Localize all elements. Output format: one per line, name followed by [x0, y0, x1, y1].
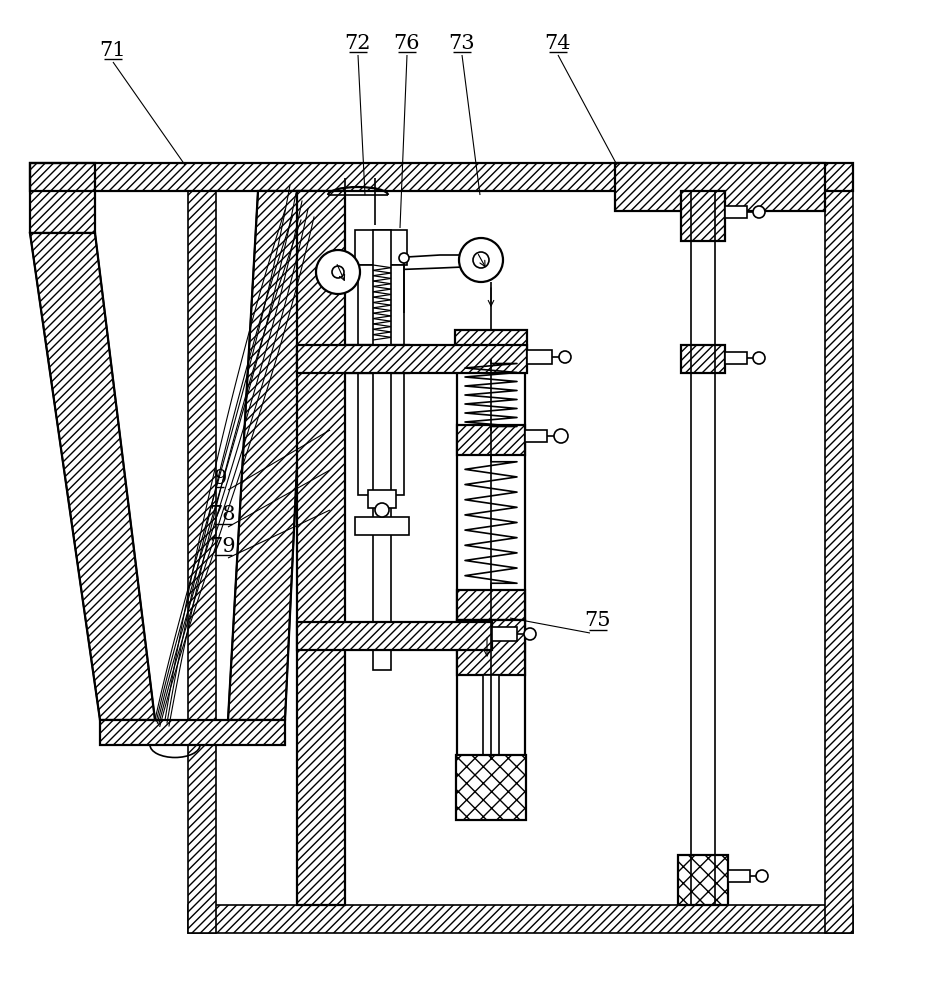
Bar [482, 675, 499, 755]
Bar [355, 230, 406, 265]
Bar [457, 425, 524, 455]
Bar [678, 855, 727, 905]
Bar [457, 590, 524, 620]
Bar [344, 345, 408, 373]
Bar [30, 163, 852, 191]
Polygon shape [30, 233, 154, 720]
Circle shape [559, 351, 570, 363]
Circle shape [523, 628, 535, 640]
Polygon shape [30, 163, 852, 191]
Polygon shape [227, 191, 310, 720]
Circle shape [473, 252, 489, 268]
Circle shape [315, 250, 359, 294]
Bar [368, 490, 396, 508]
Bar [457, 425, 524, 455]
Bar [297, 622, 491, 650]
Bar [678, 855, 727, 905]
Bar [457, 620, 524, 675]
Polygon shape [350, 255, 462, 280]
Bar [456, 755, 525, 820]
Bar [727, 870, 749, 882]
Text: 72: 72 [344, 34, 371, 53]
Circle shape [331, 266, 344, 278]
Polygon shape [188, 905, 852, 933]
Bar [358, 265, 403, 495]
Bar [355, 517, 408, 535]
Bar [297, 345, 526, 373]
Bar [30, 163, 95, 233]
Bar [680, 191, 724, 241]
Circle shape [553, 429, 567, 443]
Bar [373, 230, 390, 670]
Bar [455, 330, 526, 360]
Bar [491, 627, 517, 641]
Circle shape [753, 206, 764, 218]
Bar [614, 163, 824, 211]
Bar [457, 360, 524, 760]
Text: 71: 71 [99, 41, 126, 60]
Bar [457, 620, 524, 675]
Text: 74: 74 [544, 34, 571, 53]
Bar [524, 430, 547, 442]
Circle shape [755, 870, 768, 882]
Bar [724, 352, 746, 364]
Text: 76: 76 [393, 34, 420, 53]
Bar [680, 191, 724, 241]
Polygon shape [188, 163, 216, 933]
Bar [297, 622, 491, 650]
Circle shape [459, 238, 503, 282]
Circle shape [753, 352, 764, 364]
Bar [724, 206, 746, 218]
Polygon shape [297, 191, 344, 905]
Bar [680, 345, 724, 373]
Bar [526, 350, 551, 364]
Polygon shape [100, 720, 285, 745]
Polygon shape [824, 163, 852, 191]
Bar [344, 345, 408, 373]
Circle shape [374, 503, 388, 517]
Bar [455, 330, 526, 360]
Circle shape [399, 253, 408, 263]
Bar [456, 755, 525, 820]
Polygon shape [30, 163, 95, 233]
Bar [297, 345, 526, 373]
Polygon shape [188, 163, 852, 191]
Text: 79: 79 [210, 536, 236, 556]
Bar [457, 590, 524, 620]
Bar [297, 191, 344, 905]
Polygon shape [824, 163, 852, 933]
Text: 9: 9 [213, 468, 227, 488]
Text: 73: 73 [448, 34, 475, 53]
Text: 75: 75 [584, 611, 610, 630]
Bar [680, 345, 724, 373]
Polygon shape [614, 163, 824, 211]
Text: 78: 78 [210, 506, 236, 524]
